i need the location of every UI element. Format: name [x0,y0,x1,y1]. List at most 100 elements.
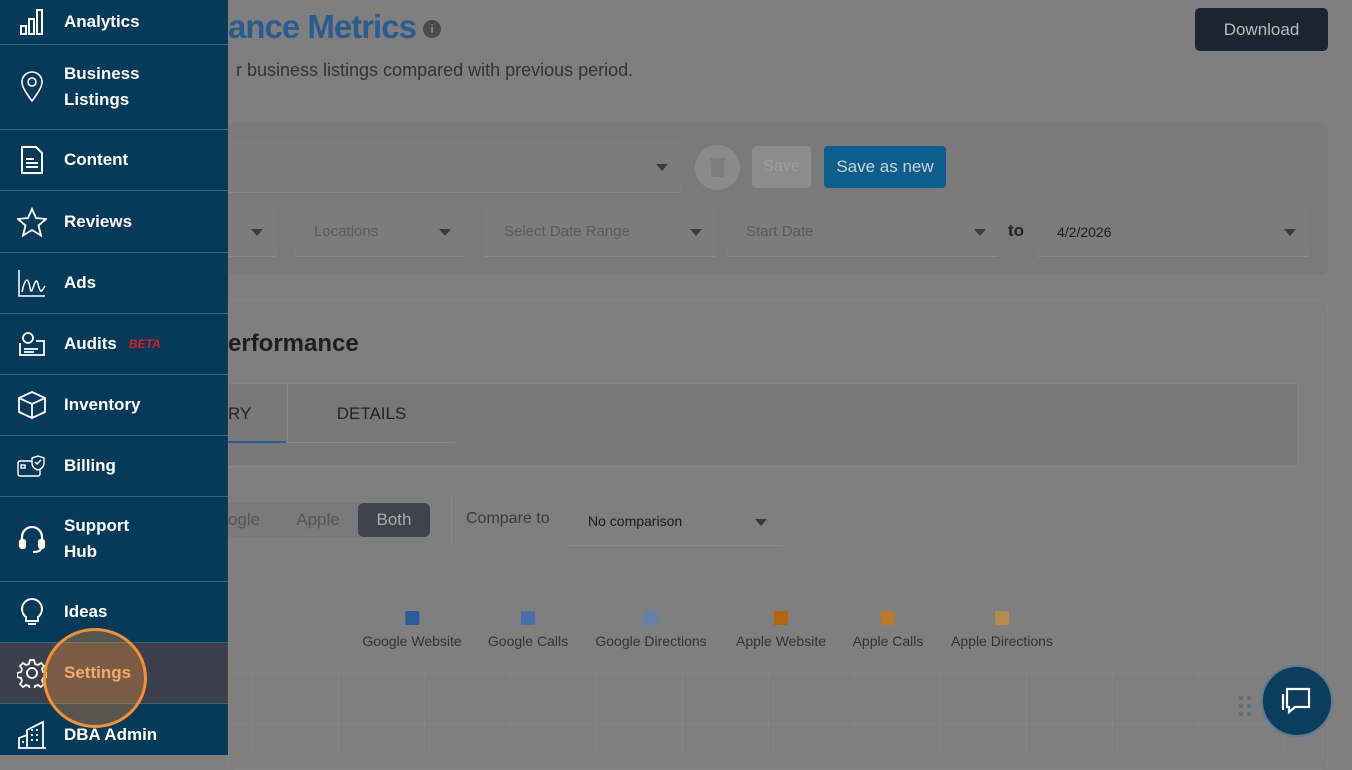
sidebar-item-label: Billing [64,456,116,475]
legend-swatch [521,611,535,625]
filter-select[interactable] [228,207,277,257]
sidebar-item-billing[interactable]: Billing [0,436,228,497]
to-label: to [1008,221,1025,240]
legend-item[interactable]: Apple Directions [951,611,1053,649]
start-date-select[interactable]: Start Date [726,207,1000,257]
bar-chart-icon [0,8,64,36]
sidebar-item-label: Inventory [64,395,141,414]
legend-swatch [404,611,419,625]
page-title: ance Metrics [228,8,417,45]
gridline-vertical [682,673,683,755]
gridline-horizontal [228,724,1328,725]
sidebar-item-reviews[interactable]: Reviews [0,191,228,253]
legend-label: Google Website [362,633,462,649]
toggle-google[interactable]: ogle [228,510,261,529]
sidebar-item-label: Ideas [64,602,108,621]
building-icon [0,720,64,750]
download-button[interactable]: Download [1195,8,1328,51]
gridline-vertical [596,673,597,755]
sidebar-item-label: Business Listings [64,64,140,109]
page-subtitle: r business listings compared with previo… [236,60,634,80]
legend-item[interactable]: Apple Website [736,611,826,649]
compare-label: Compare to [466,510,550,527]
save-as-new-button[interactable]: Save as new [824,146,946,188]
sidebar-item-ads[interactable]: Ads [0,253,228,314]
compare-select[interactable]: No comparison [568,498,783,546]
chevron-down-icon [974,228,986,236]
legend-label: Apple Calls [852,633,924,649]
sidebar-item-business-listings[interactable]: Business Listings [0,45,228,130]
legend-label: Apple Directions [951,633,1053,649]
report-select[interactable] [228,141,682,193]
legend-swatch [880,611,895,625]
chat-button[interactable] [1261,665,1333,737]
gridline-vertical [1198,673,1199,755]
chat-icon [1281,687,1311,715]
chevron-down-icon [690,228,702,236]
date-range-placeholder: Select Date Range [504,223,630,240]
sidebar-item-support-hub[interactable]: Support Hub [0,497,228,582]
end-date-value: 4/2/2026 [1057,223,1112,240]
locations-select[interactable]: Locations [294,207,465,257]
performance-title: erformance [228,330,359,357]
chevron-down-icon [1284,228,1296,236]
legend-item[interactable]: Google Website [362,611,462,649]
toggle-apple[interactable]: Apple [296,510,340,529]
sidebar-item-analytics[interactable]: Analytics [0,0,228,45]
save-button[interactable]: Save [752,146,811,188]
legend-item[interactable]: Google Calls [488,611,568,649]
chevron-down-icon [656,163,668,171]
sidebar-item-content[interactable]: Content [0,130,228,191]
divider [451,494,452,546]
info-icon[interactable]: i [423,20,441,38]
legend-item[interactable]: Google Directions [595,611,707,649]
sidebar-item-audits[interactable]: Audits BETA [0,314,228,375]
legend-swatch [773,611,788,625]
sidebar-item-label: Analytics [64,12,140,31]
star-icon [0,206,64,237]
chevron-down-icon [439,228,451,236]
gridline-vertical [338,673,339,755]
tab-details[interactable]: DETAILS [287,384,455,443]
sidebar-item-label: DBA Admin [64,724,158,744]
audit-icon [0,331,64,357]
legend-item[interactable]: Apple Calls [852,611,924,649]
tab-summary[interactable]: RY [228,384,286,443]
legend-label: Apple Website [735,633,827,649]
credit-card-shield-icon [0,454,64,478]
legend-swatch [644,611,658,625]
gridline-horizontal [228,673,1328,674]
sidebar-item-dba-admin[interactable]: DBA Admin [0,704,228,765]
toggle-both[interactable]: Both [358,503,430,537]
legend-label: Google Directions [595,633,707,649]
sidebar-item-label: Support Hub [64,516,130,561]
map-pin-icon [0,71,64,103]
sidebar-item-label: Ads [64,273,97,292]
gridline-vertical [252,673,253,755]
click-highlight [43,628,147,728]
sidebar-item-label: Audits [64,334,117,353]
delete-button[interactable] [695,145,740,190]
gridline-vertical [1112,673,1113,755]
gridline-vertical [510,673,511,755]
document-icon [0,145,64,175]
trash-icon [709,158,726,177]
legend-label: Google Calls [487,633,569,649]
chevron-down-icon [755,518,767,526]
end-date-select[interactable]: 4/2/2026 [1037,207,1310,257]
sidebar-item-inventory[interactable]: Inventory [0,375,228,436]
start-date-placeholder: Start Date [746,223,814,240]
drag-handle-icon[interactable] [1238,695,1252,717]
sidebar-item-label: Content [64,150,129,169]
locations-placeholder: Locations [314,223,379,240]
gridline-vertical [854,673,855,755]
compare-value: No comparison [588,513,683,529]
chevron-down-icon [251,228,263,236]
date-range-select[interactable]: Select Date Range [484,207,716,257]
tabs-container [228,383,1298,468]
gridline-vertical [940,673,941,755]
line-chart-icon [0,268,64,298]
sidebar: Analytics Business Listings Content Revi… [0,0,228,755]
box-icon [0,390,64,420]
beta-badge: BETA [128,337,161,351]
